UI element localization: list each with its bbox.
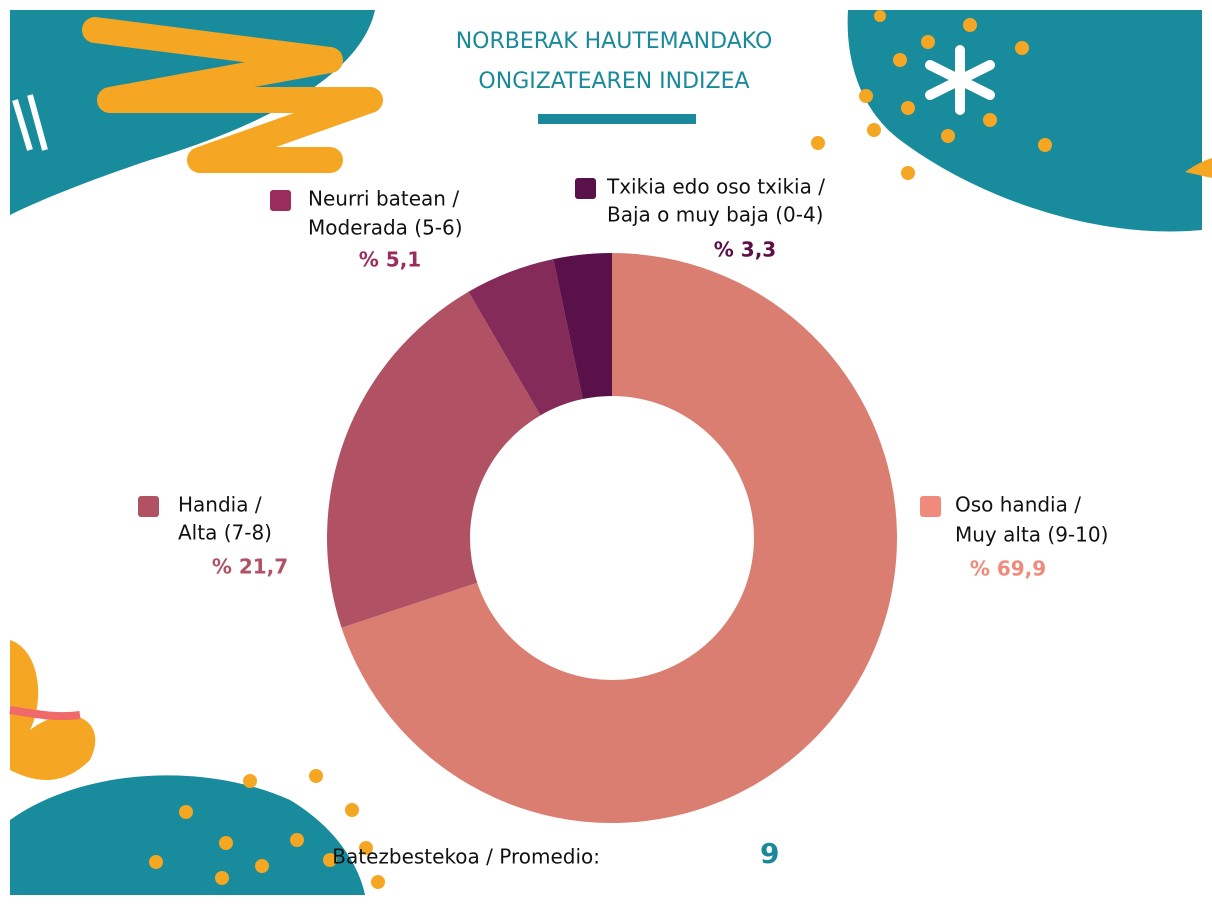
- decor-zigzag: [82, 17, 383, 173]
- decor-leaf: [1185, 158, 1212, 178]
- value-label: % 69,9: [970, 557, 1046, 581]
- legend-label: Neurri batean /: [308, 187, 459, 211]
- donut-segment: [468, 259, 583, 416]
- average-value: 9: [760, 837, 779, 870]
- legend-swatch: [270, 190, 291, 211]
- legend-label: Muy alta (9-10): [955, 523, 1108, 547]
- value-label: % 3,3: [714, 238, 776, 262]
- decor-dots: [811, 10, 1052, 180]
- legend-label: Alta (7-8): [178, 521, 272, 545]
- decor-dots: [149, 769, 385, 889]
- legend-label: Oso handia /: [955, 493, 1081, 517]
- value-label: % 21,7: [212, 555, 288, 579]
- legend-swatch: [575, 178, 596, 199]
- decor-blob: [10, 775, 365, 895]
- donut-segment: [327, 291, 541, 628]
- legend-swatch: [920, 496, 941, 517]
- average-label: Batezbestekoa / Promedio:: [332, 845, 600, 869]
- legend-label: Baja o muy baja (0-4): [607, 203, 823, 227]
- chart-title: ONGIZATEAREN INDIZEA: [478, 69, 749, 94]
- decor-flower: [10, 640, 96, 780]
- donut-segment: [341, 253, 898, 824]
- decor-petal: [9, 706, 81, 721]
- title-underline: [538, 114, 696, 124]
- value-label: % 5,1: [359, 248, 421, 272]
- legend-label: Moderada (5-6): [308, 216, 463, 240]
- donut-segment: [553, 253, 612, 400]
- chart-title: NORBERAK HAUTEMANDAKO: [456, 29, 773, 54]
- decor-stripes: [12, 94, 48, 151]
- legend-label: Txikia edo oso txikia /: [606, 175, 825, 199]
- legend-swatch: [138, 496, 159, 517]
- decor-star: [925, 45, 995, 115]
- legend-label: Handia /: [178, 493, 262, 517]
